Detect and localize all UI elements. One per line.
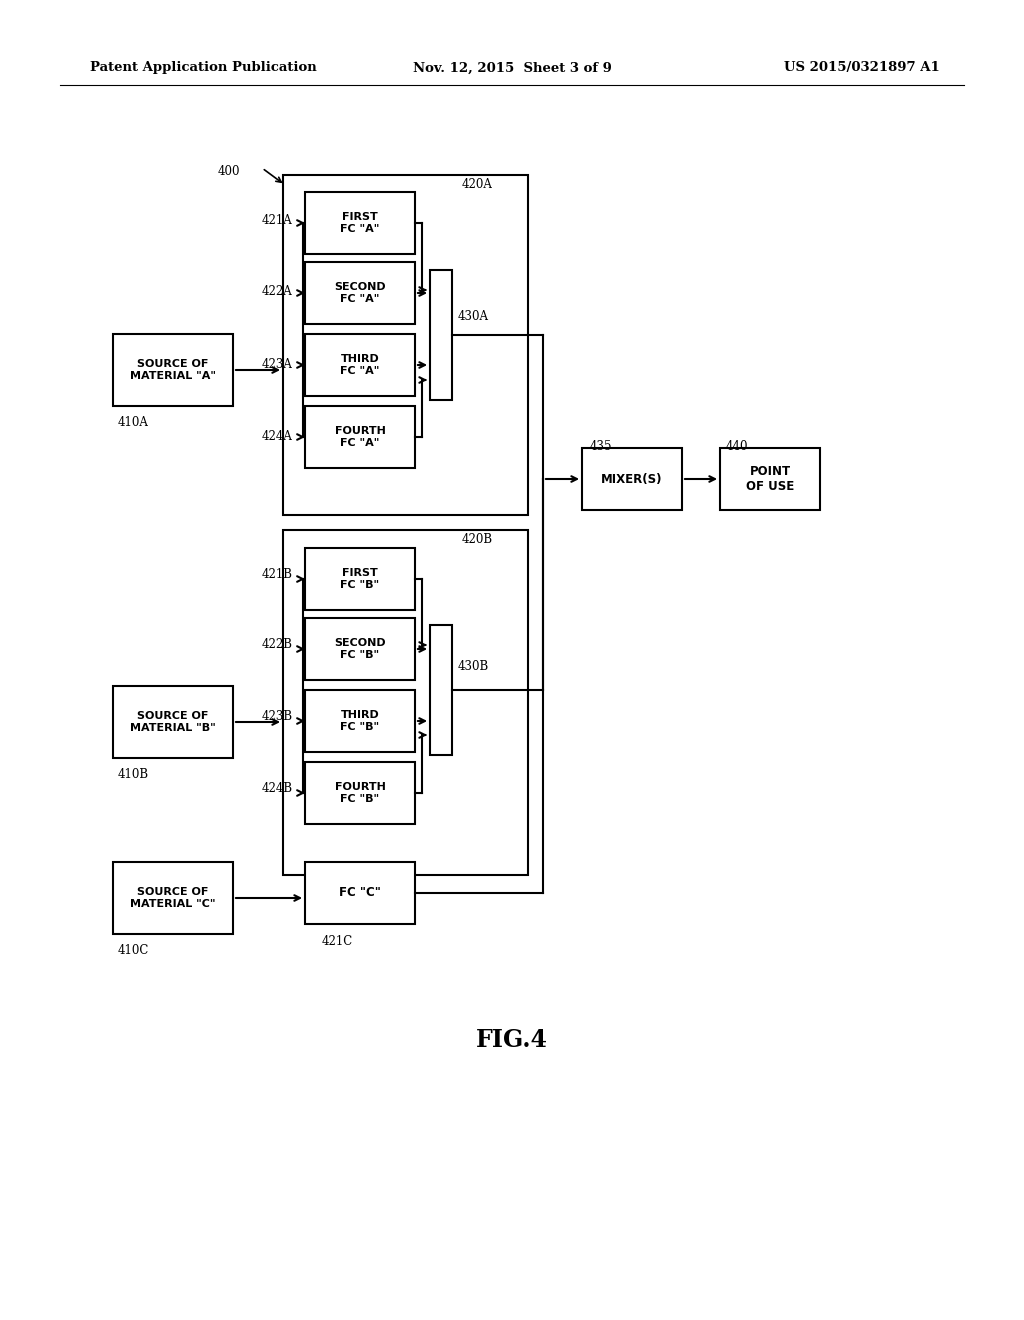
Text: SECOND
FC "A": SECOND FC "A" (334, 282, 386, 304)
Text: SOURCE OF
MATERIAL "C": SOURCE OF MATERIAL "C" (130, 887, 216, 908)
Text: FC "C": FC "C" (339, 887, 381, 899)
Bar (113, 862, 233, 935)
Bar (305, 334, 415, 396)
Bar (283, 176, 528, 515)
Text: 410A: 410A (118, 416, 148, 429)
Bar (430, 624, 452, 755)
Bar (113, 686, 233, 758)
Bar (305, 762, 415, 824)
Bar (305, 690, 415, 752)
Text: 421C: 421C (322, 935, 353, 948)
Bar (582, 447, 682, 510)
Text: FIRST
FC "B": FIRST FC "B" (340, 568, 380, 590)
Bar (305, 548, 415, 610)
Text: SOURCE OF
MATERIAL "B": SOURCE OF MATERIAL "B" (130, 711, 216, 733)
Text: FIRST
FC "A": FIRST FC "A" (340, 213, 380, 234)
Text: THIRD
FC "B": THIRD FC "B" (340, 710, 380, 731)
Text: Patent Application Publication: Patent Application Publication (90, 62, 316, 74)
Text: 420B: 420B (462, 533, 494, 546)
Bar (113, 334, 233, 407)
Text: 423A: 423A (262, 358, 293, 371)
Text: Nov. 12, 2015  Sheet 3 of 9: Nov. 12, 2015 Sheet 3 of 9 (413, 62, 611, 74)
Bar (305, 618, 415, 680)
Text: 400: 400 (218, 165, 241, 178)
Text: FIG.4: FIG.4 (476, 1028, 548, 1052)
Text: 422B: 422B (262, 638, 293, 651)
Text: 410B: 410B (118, 768, 150, 781)
Text: 421A: 421A (262, 214, 293, 227)
Bar (283, 531, 528, 875)
Text: POINT
OF USE: POINT OF USE (745, 465, 795, 492)
Text: 424B: 424B (262, 781, 293, 795)
Text: US 2015/0321897 A1: US 2015/0321897 A1 (784, 62, 940, 74)
Text: 424A: 424A (262, 430, 293, 444)
Text: 421B: 421B (262, 568, 293, 581)
Text: FOURTH
FC "B": FOURTH FC "B" (335, 783, 385, 804)
Bar (430, 271, 452, 400)
Bar (720, 447, 820, 510)
Text: 435: 435 (590, 440, 612, 453)
Text: SOURCE OF
MATERIAL "A": SOURCE OF MATERIAL "A" (130, 359, 216, 380)
Text: 422A: 422A (262, 285, 293, 298)
Text: MIXER(S): MIXER(S) (601, 473, 663, 486)
Text: 410C: 410C (118, 944, 150, 957)
Text: 430A: 430A (458, 310, 489, 323)
Text: 440: 440 (726, 440, 749, 453)
Text: SECOND
FC "B": SECOND FC "B" (334, 638, 386, 660)
Text: 430B: 430B (458, 660, 489, 673)
Bar (305, 407, 415, 469)
Text: 423B: 423B (262, 710, 293, 723)
Bar (305, 261, 415, 323)
Bar (305, 191, 415, 253)
Text: THIRD
FC "A": THIRD FC "A" (340, 354, 380, 376)
Text: FOURTH
FC "A": FOURTH FC "A" (335, 426, 385, 447)
Text: 420A: 420A (462, 178, 493, 191)
Bar (305, 862, 415, 924)
